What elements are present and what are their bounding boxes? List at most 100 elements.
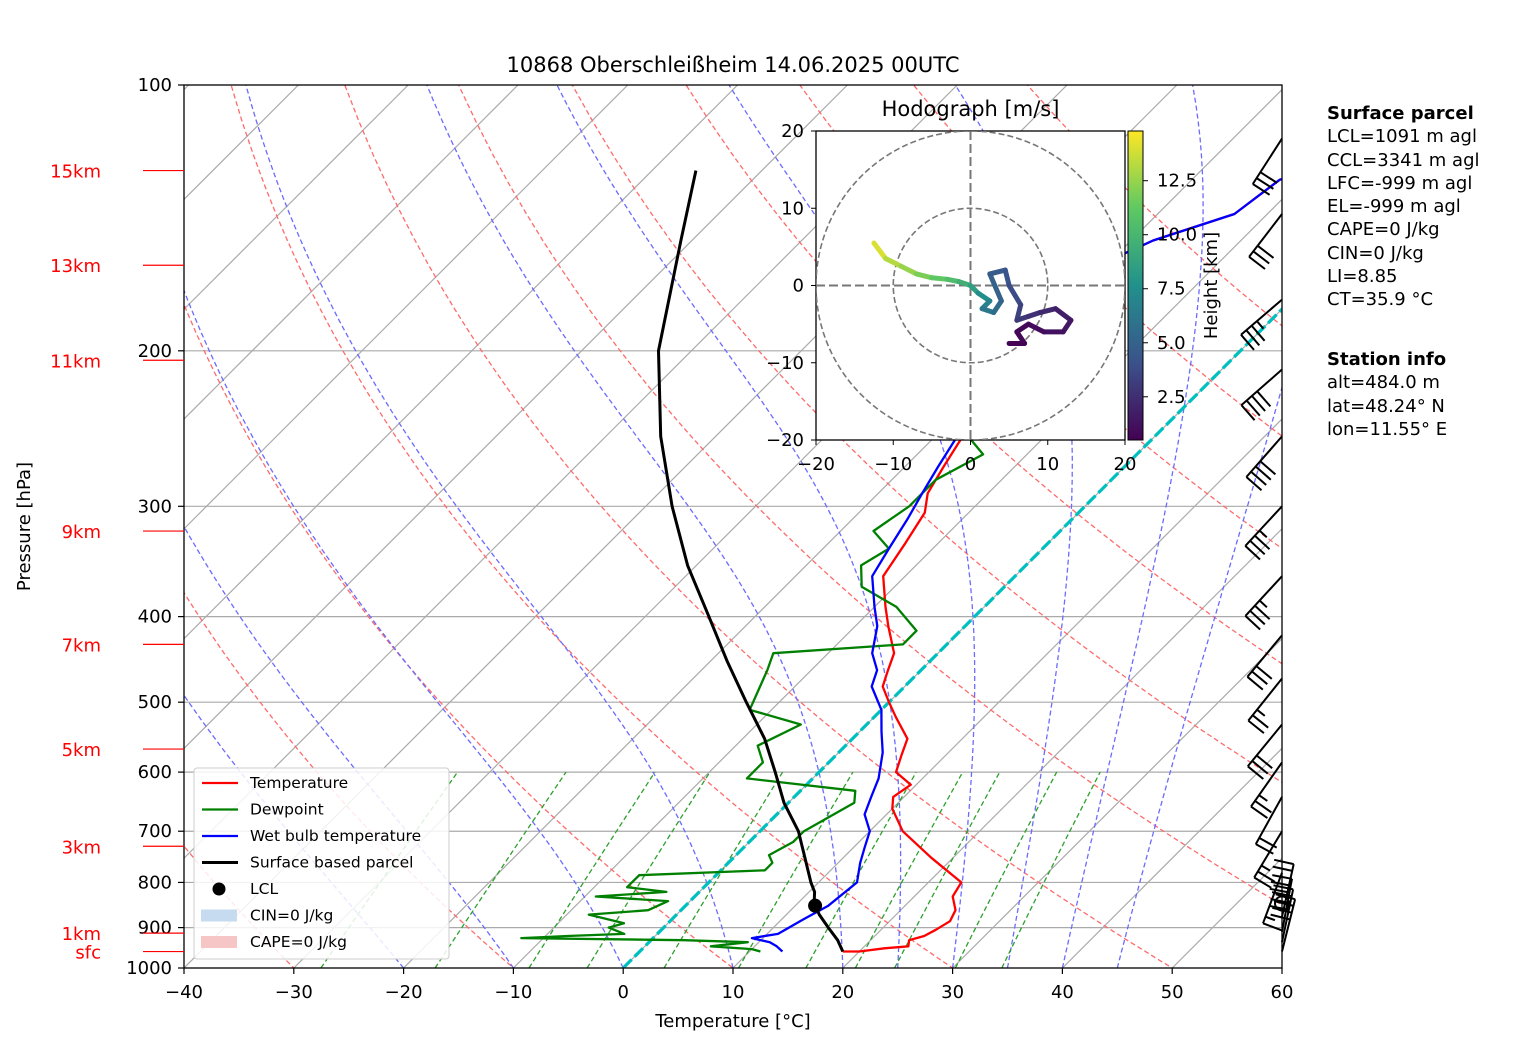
- y-tick-label: 100: [138, 75, 172, 96]
- height-label: 5km: [62, 740, 101, 761]
- height-label: 15km: [50, 162, 101, 183]
- height-label: 1km: [62, 924, 101, 945]
- info-line-lat: lat=48.24° N: [1327, 395, 1445, 417]
- y-tick-label: 400: [138, 607, 172, 628]
- calm-wind-marker: [1274, 895, 1290, 912]
- wind-barb: [1246, 634, 1283, 691]
- hodograph-trace: [1006, 283, 1024, 308]
- colorbar-tick-label: 2.5: [1157, 387, 1186, 408]
- info-line-cin: CIN=0 J/kg: [1327, 242, 1424, 264]
- dry-adiabat: [344, 85, 1174, 968]
- wind-barb: [1245, 435, 1283, 491]
- colorbar-tick-label: 10.0: [1157, 225, 1197, 246]
- wind-barb: [1248, 213, 1283, 270]
- y-tick-label: 200: [138, 341, 172, 362]
- wind-barb: [1272, 858, 1295, 918]
- isotherm-line: [184, 85, 848, 750]
- legend-label: Surface based parcel: [250, 854, 413, 872]
- height-label: 9km: [62, 522, 101, 543]
- moist-adiabat: [426, 85, 844, 968]
- moist-adiabat: [556, 85, 902, 968]
- legend-swatch: [201, 909, 237, 922]
- wind-barb: [1240, 368, 1283, 421]
- info-line-li: LI=8.85: [1327, 266, 1398, 288]
- legend-box: [193, 767, 450, 960]
- height-label: 11km: [50, 351, 101, 372]
- y-tick-label: 900: [138, 918, 172, 939]
- mixing-ratio-line: [663, 771, 784, 968]
- chart-title: 10868 Oberschleißheim 14.06.2025 00UTC: [507, 53, 960, 77]
- hodograph-plot-area: [816, 131, 1125, 440]
- isotherm-line: [184, 85, 409, 311]
- mixing-ratio-line: [738, 771, 854, 968]
- surface-based-parcel-line: [657, 170, 845, 953]
- x-axis-label: Temperature [°C]: [654, 1011, 810, 1032]
- moist-adiabat: [184, 694, 405, 968]
- dry-adiabat: [458, 85, 1282, 906]
- height-label: 7km: [62, 635, 101, 656]
- y-tick-label: 1000: [126, 958, 172, 979]
- wind-barb: [1240, 298, 1283, 351]
- hodograph-x-tick-label: −10: [874, 454, 912, 475]
- x-tick-label: 50: [1161, 982, 1184, 1003]
- wind-barbs: [1240, 138, 1297, 952]
- freezing-line: [622, 306, 1282, 968]
- isotherm-line: [842, 527, 1282, 968]
- hodograph-x-tick-label: 0: [965, 454, 976, 475]
- mixing-ratio-line: [528, 771, 656, 968]
- station-info: Station info alt=484.0 m lat=48.24° N lo…: [1327, 348, 1447, 441]
- legend-swatch: [201, 936, 237, 948]
- wind-barb: [1247, 677, 1283, 734]
- hodograph-y-tick-label: 0: [793, 276, 804, 297]
- moist-adiabat: [245, 85, 734, 968]
- lcl-marker: [808, 898, 823, 913]
- background-lines: [184, 85, 1282, 968]
- wind-barb: [1269, 874, 1293, 933]
- legend-label: Dewpoint: [250, 801, 324, 819]
- mixing-ratio-line: [586, 771, 711, 968]
- y-tick-label: 500: [138, 692, 172, 713]
- mixing-ratio-line: [854, 771, 964, 968]
- legend-label: Wet bulb temperature: [250, 827, 421, 845]
- info-line-alt: alt=484.0 m: [1327, 372, 1440, 394]
- x-tick-label: 10: [722, 982, 745, 1003]
- moist-adiabat: [1116, 385, 1282, 968]
- info-line-ccl: CCL=3341 m agl: [1327, 149, 1480, 171]
- x-tick-label: −40: [165, 982, 203, 1003]
- isotherm-line: [952, 637, 1282, 968]
- wind-barb: [1253, 830, 1283, 889]
- dry-adiabat: [799, 85, 1282, 550]
- height-label: 13km: [50, 256, 101, 277]
- wind-barb: [1262, 872, 1283, 932]
- station-info-title: Station info: [1327, 349, 1447, 370]
- moist-adiabat: [1061, 85, 1204, 968]
- hodograph-x-tick-label: 20: [1114, 454, 1137, 475]
- isotherm-line: [184, 85, 739, 640]
- hodograph-trace: [1052, 306, 1074, 323]
- y-axis-label: Pressure [hPa]: [14, 462, 35, 591]
- hodograph-y-tick-label: −10: [766, 353, 804, 374]
- wind-barb: [1254, 796, 1283, 855]
- hodograph-trace: [1037, 306, 1058, 316]
- x-tick-label: 40: [1051, 982, 1074, 1003]
- hodograph-trace: [898, 263, 919, 277]
- info-line-cape: CAPE=0 J/kg: [1327, 219, 1440, 241]
- surface-parcel-title: Surface parcel: [1327, 103, 1474, 124]
- wind-barb: [1247, 723, 1283, 780]
- moist-adiabat: [184, 525, 514, 968]
- info-line-lcl: LCL=1091 m agl: [1327, 126, 1477, 148]
- x-tick-label: −10: [494, 982, 532, 1003]
- hodograph-trace: [987, 271, 1004, 304]
- wind-barb: [1244, 575, 1283, 631]
- isotherm-line: [184, 85, 629, 530]
- wind-barb: [1250, 761, 1283, 819]
- isotherm-line: [732, 418, 1282, 968]
- x-tick-label: 0: [617, 982, 628, 1003]
- wind-barb: [1268, 884, 1295, 943]
- surface-parcel-info: Surface parcel LCL=1091 m agl CCL=3341 m…: [1327, 102, 1480, 312]
- hodograph-title: Hodograph [m/s]: [882, 97, 1060, 121]
- hodograph-y-tick-label: 10: [781, 198, 804, 219]
- mixing-ratio-line: [434, 771, 567, 968]
- hodograph-x-tick-label: 10: [1036, 454, 1059, 475]
